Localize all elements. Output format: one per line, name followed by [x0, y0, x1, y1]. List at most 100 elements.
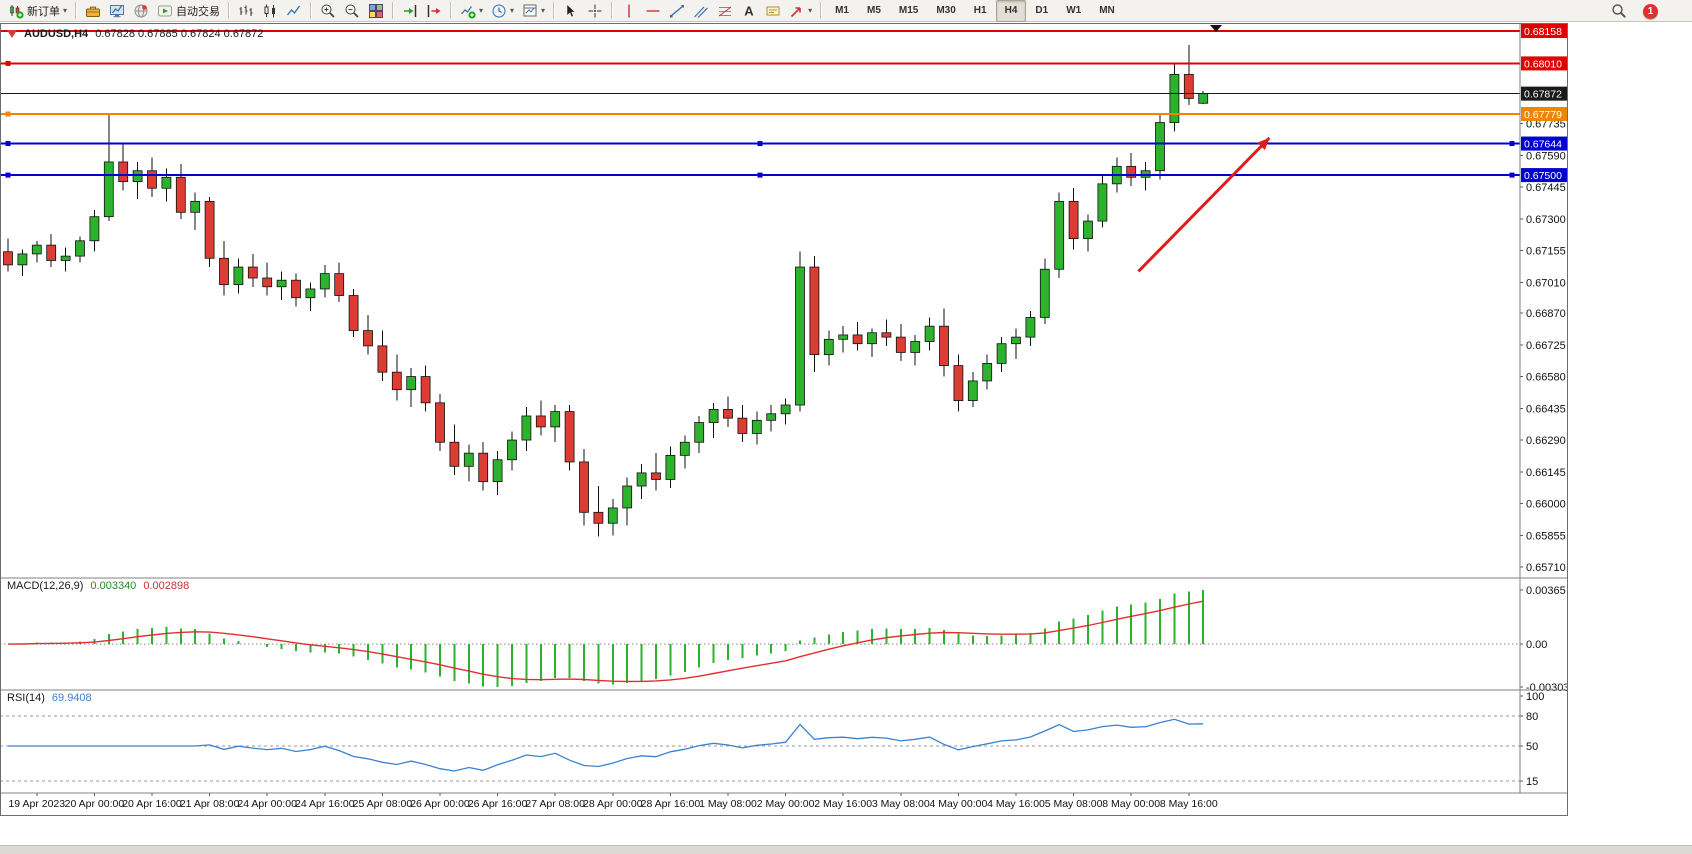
support-line-1-price-text: 0.67644 [1524, 139, 1562, 151]
timeframe-d1[interactable]: D1 [1026, 0, 1057, 22]
autotrade-icon [157, 3, 173, 19]
text-label-button[interactable] [761, 0, 785, 22]
timeframe-h1[interactable]: H1 [965, 0, 996, 22]
time-axis[interactable] [0, 793, 1568, 816]
trendline-button[interactable] [665, 0, 689, 22]
search-button[interactable] [1607, 0, 1631, 22]
fibonacci-button[interactable] [713, 0, 737, 22]
timeframe-w1[interactable]: W1 [1057, 0, 1090, 22]
timeframe-m1[interactable]: M1 [826, 0, 858, 22]
periods-button[interactable]: ▾ [487, 0, 518, 22]
support-line-2-handle-right[interactable] [1509, 172, 1515, 178]
toolbar-separator [611, 2, 614, 19]
hline-icon [645, 3, 661, 19]
timeframe-m15-label: M15 [898, 5, 919, 16]
rsi-axis-label: 50 [1526, 741, 1538, 753]
indicators-button[interactable]: ▾ [456, 0, 487, 22]
bar-chart-button[interactable] [234, 0, 258, 22]
autotrading-button[interactable]: 自动交易 [153, 0, 224, 22]
text-button[interactable]: A [737, 0, 761, 22]
new-chart-button[interactable] [105, 0, 129, 22]
timeframe-h4[interactable]: H4 [995, 0, 1027, 22]
bull-candle [1011, 336, 1021, 345]
timeframe-m5[interactable]: M5 [858, 0, 890, 22]
notification-badge[interactable]: 1 [1643, 3, 1658, 19]
template-icon [522, 3, 538, 19]
arrows-button[interactable]: ▾ [785, 0, 816, 22]
bull-candle [550, 411, 561, 428]
neworder-icon [8, 3, 24, 19]
bull-candle [276, 279, 287, 288]
bear-candle [939, 325, 949, 366]
support-line-2-price-badge [1521, 168, 1567, 183]
bull-candle [132, 170, 143, 183]
bull-candle [622, 485, 633, 509]
support-line-1-handle-center[interactable] [757, 141, 763, 147]
cursor-button[interactable] [559, 0, 583, 22]
time-axis-label: 1 May 08:00 [699, 798, 757, 810]
toolbar-separator [392, 2, 395, 19]
orange-level-line-handle-left[interactable] [5, 111, 11, 117]
price-axis[interactable] [1520, 23, 1568, 793]
bull-candle [967, 380, 978, 402]
resistance-line-2-handle-left[interactable] [5, 60, 11, 66]
autotrading-button-label: 自动交易 [176, 5, 221, 18]
time-axis-label: 28 Apr 00:00 [583, 798, 643, 810]
time-axis-label: 8 May 00:00 [1102, 798, 1160, 810]
metaeditor-button[interactable] [81, 0, 105, 22]
bear-candle [435, 402, 445, 443]
bear-candle [420, 376, 431, 404]
bear-candle [737, 417, 748, 434]
bear-candle [377, 345, 388, 373]
bull-candle [190, 200, 201, 213]
bull-candle [406, 376, 417, 391]
timeframe-m30[interactable]: M30 [927, 0, 964, 22]
auto-scroll-button[interactable] [398, 0, 422, 22]
support-line-1-handle-right[interactable] [1509, 141, 1515, 147]
time-axis-label: 20 Apr 00:00 [65, 798, 125, 810]
bear-candle [852, 334, 863, 345]
cursor-icon [563, 3, 579, 19]
crosshair-button[interactable] [583, 0, 607, 22]
price-axis-label: 0.67300 [1526, 214, 1566, 226]
community-button[interactable] [129, 0, 153, 22]
window-bottom-edge [0, 845, 1692, 854]
trend-arrow-head [1257, 137, 1270, 151]
tile-windows-button[interactable] [364, 0, 388, 22]
autoscroll-icon [402, 3, 418, 19]
toolbox-icon [85, 3, 101, 19]
chart-shift-button[interactable] [422, 0, 446, 22]
price-axis-label: 0.66145 [1526, 467, 1566, 479]
timeframe-m15[interactable]: M15 [890, 0, 927, 22]
channel-button[interactable] [689, 0, 713, 22]
rsi-axis-label: 80 [1526, 711, 1538, 723]
bull-candle [89, 216, 100, 242]
bull-candle [838, 334, 849, 340]
bear-candle [881, 332, 892, 338]
bull-candle [492, 459, 503, 483]
trend-arrow[interactable] [1137, 136, 1271, 273]
templates-button[interactable]: ▾ [518, 0, 549, 22]
bear-candle [219, 257, 229, 285]
timeframe-mn[interactable]: MN [1090, 0, 1124, 22]
channel-icon [693, 3, 709, 19]
timeframe-m1-label: M1 [835, 5, 849, 16]
horizontal-line-button[interactable] [641, 0, 665, 22]
vline-icon [621, 3, 637, 19]
new-order-button[interactable]: 新订单 ▾ [4, 0, 71, 22]
chart-shift-marker[interactable] [1210, 25, 1222, 32]
textlabel-icon [765, 3, 781, 19]
chart-frame [0, 23, 1568, 816]
zoom-in-button[interactable] [316, 0, 340, 22]
zoom-out-button[interactable] [340, 0, 364, 22]
line-chart-button[interactable] [282, 0, 306, 22]
support-line-1-handle-left[interactable] [5, 141, 11, 147]
price-axis-label: 0.67590 [1526, 150, 1566, 162]
candlestick-chart-button[interactable] [258, 0, 282, 22]
support-line-2-handle-center[interactable] [757, 172, 763, 178]
support-line-2-handle-left[interactable] [5, 172, 11, 178]
zoomin-icon [320, 3, 336, 19]
bear-candle [46, 244, 57, 261]
vertical-line-button[interactable] [617, 0, 641, 22]
